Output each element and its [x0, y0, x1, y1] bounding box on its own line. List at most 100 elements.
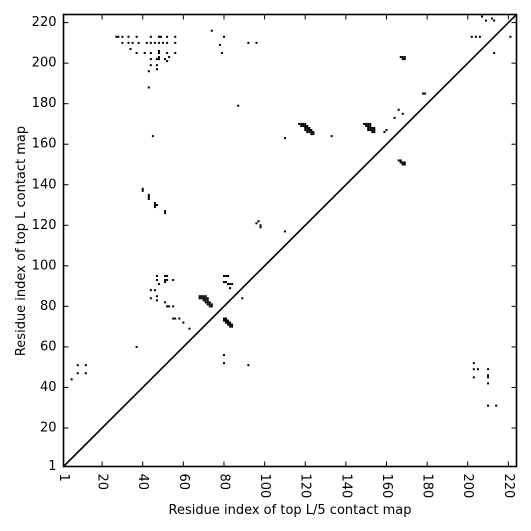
- contact-point: [397, 108, 400, 111]
- contact-point: [487, 374, 490, 377]
- y-tick-label: 20: [40, 420, 57, 435]
- contact-point: [204, 295, 207, 298]
- contact-point: [247, 41, 250, 44]
- x-tick-label: 40: [135, 474, 150, 491]
- contact-point: [141, 189, 144, 192]
- contact-point: [160, 35, 163, 38]
- contact-point: [206, 299, 209, 302]
- contact-point: [373, 131, 376, 134]
- contact-point: [168, 305, 171, 308]
- contact-point: [200, 297, 203, 300]
- contact-point: [149, 58, 152, 61]
- contact-point: [145, 41, 148, 44]
- contact-point: [222, 317, 225, 320]
- contact-point: [172, 279, 175, 282]
- contact-point: [174, 35, 177, 38]
- contact-point: [222, 319, 225, 322]
- contact-point: [306, 129, 309, 132]
- contact-point: [306, 131, 309, 134]
- y-tick-label: 160: [32, 137, 57, 152]
- y-tick-label: 100: [32, 258, 57, 273]
- contact-point: [153, 289, 156, 292]
- x-tick-label: 220: [501, 474, 516, 499]
- contact-point: [365, 122, 368, 125]
- contact-point: [401, 56, 404, 59]
- contact-point: [164, 279, 167, 282]
- contact-point: [227, 319, 230, 322]
- contact-point: [206, 297, 209, 300]
- contact-point: [153, 41, 156, 44]
- contact-point: [210, 305, 213, 308]
- contact-point: [308, 131, 311, 134]
- contact-point: [164, 58, 167, 61]
- contact-point: [225, 317, 228, 320]
- diagonal-line: [62, 13, 518, 468]
- contact-point: [151, 135, 154, 138]
- contact-point: [401, 58, 404, 61]
- x-tick-label: 80: [216, 474, 231, 491]
- contact-point: [143, 52, 146, 55]
- contact-point: [480, 15, 483, 18]
- contact-point: [369, 127, 372, 130]
- contact-point: [222, 35, 225, 38]
- contact-point: [371, 131, 374, 134]
- contact-point: [367, 124, 370, 127]
- contact-point: [135, 35, 138, 38]
- contact-point: [255, 41, 258, 44]
- contact-point: [174, 317, 177, 320]
- contact-point: [121, 35, 124, 38]
- contact-point: [115, 35, 118, 38]
- contact-point: [312, 131, 315, 134]
- y-tick-label: 1: [48, 459, 56, 474]
- contact-point: [222, 281, 225, 284]
- contact-point: [147, 193, 150, 196]
- contact-point: [302, 124, 305, 127]
- contact-point: [487, 382, 490, 385]
- contact-point: [225, 274, 228, 277]
- contact-point: [493, 19, 496, 22]
- contact-point: [127, 41, 130, 44]
- contact-point: [478, 35, 481, 38]
- contact-point: [255, 222, 258, 225]
- contact-point: [403, 163, 406, 166]
- contact-point: [308, 127, 311, 130]
- contact-point: [237, 104, 240, 107]
- contact-point: [383, 131, 386, 134]
- y-axis-label: Residue index of top L contact map: [14, 126, 29, 356]
- contact-point: [166, 305, 169, 308]
- contact-point: [157, 35, 160, 38]
- contact-point: [373, 127, 376, 130]
- contact-point: [257, 220, 260, 223]
- x-tick-label: 60: [176, 474, 191, 491]
- contact-point: [164, 281, 167, 284]
- contact-point: [399, 56, 402, 59]
- contact-point: [298, 122, 301, 125]
- contact-point: [137, 41, 140, 44]
- contact-point: [229, 287, 232, 290]
- x-tick-label: 140: [338, 474, 353, 499]
- contact-point: [487, 368, 490, 371]
- contact-point: [222, 274, 225, 277]
- contact-point: [367, 122, 370, 125]
- contact-point: [229, 283, 232, 286]
- contact-point: [310, 133, 313, 136]
- contact-point: [172, 305, 175, 308]
- contact-point: [127, 35, 130, 38]
- contact-point: [164, 274, 167, 277]
- contact-point: [182, 321, 185, 324]
- contact-point: [220, 52, 223, 55]
- contact-point: [401, 163, 404, 166]
- contact-point: [259, 224, 262, 227]
- contact-point: [476, 368, 479, 371]
- contact-point: [202, 295, 205, 298]
- contact-point: [153, 201, 156, 205]
- contact-point: [227, 274, 230, 277]
- y-tick-label: 40: [40, 380, 57, 395]
- contact-point: [310, 129, 313, 132]
- contact-point: [363, 122, 366, 125]
- x-tick-label: 100: [257, 474, 272, 499]
- contact-point: [472, 368, 475, 371]
- contact-point: [227, 283, 230, 286]
- contact-point: [308, 129, 311, 132]
